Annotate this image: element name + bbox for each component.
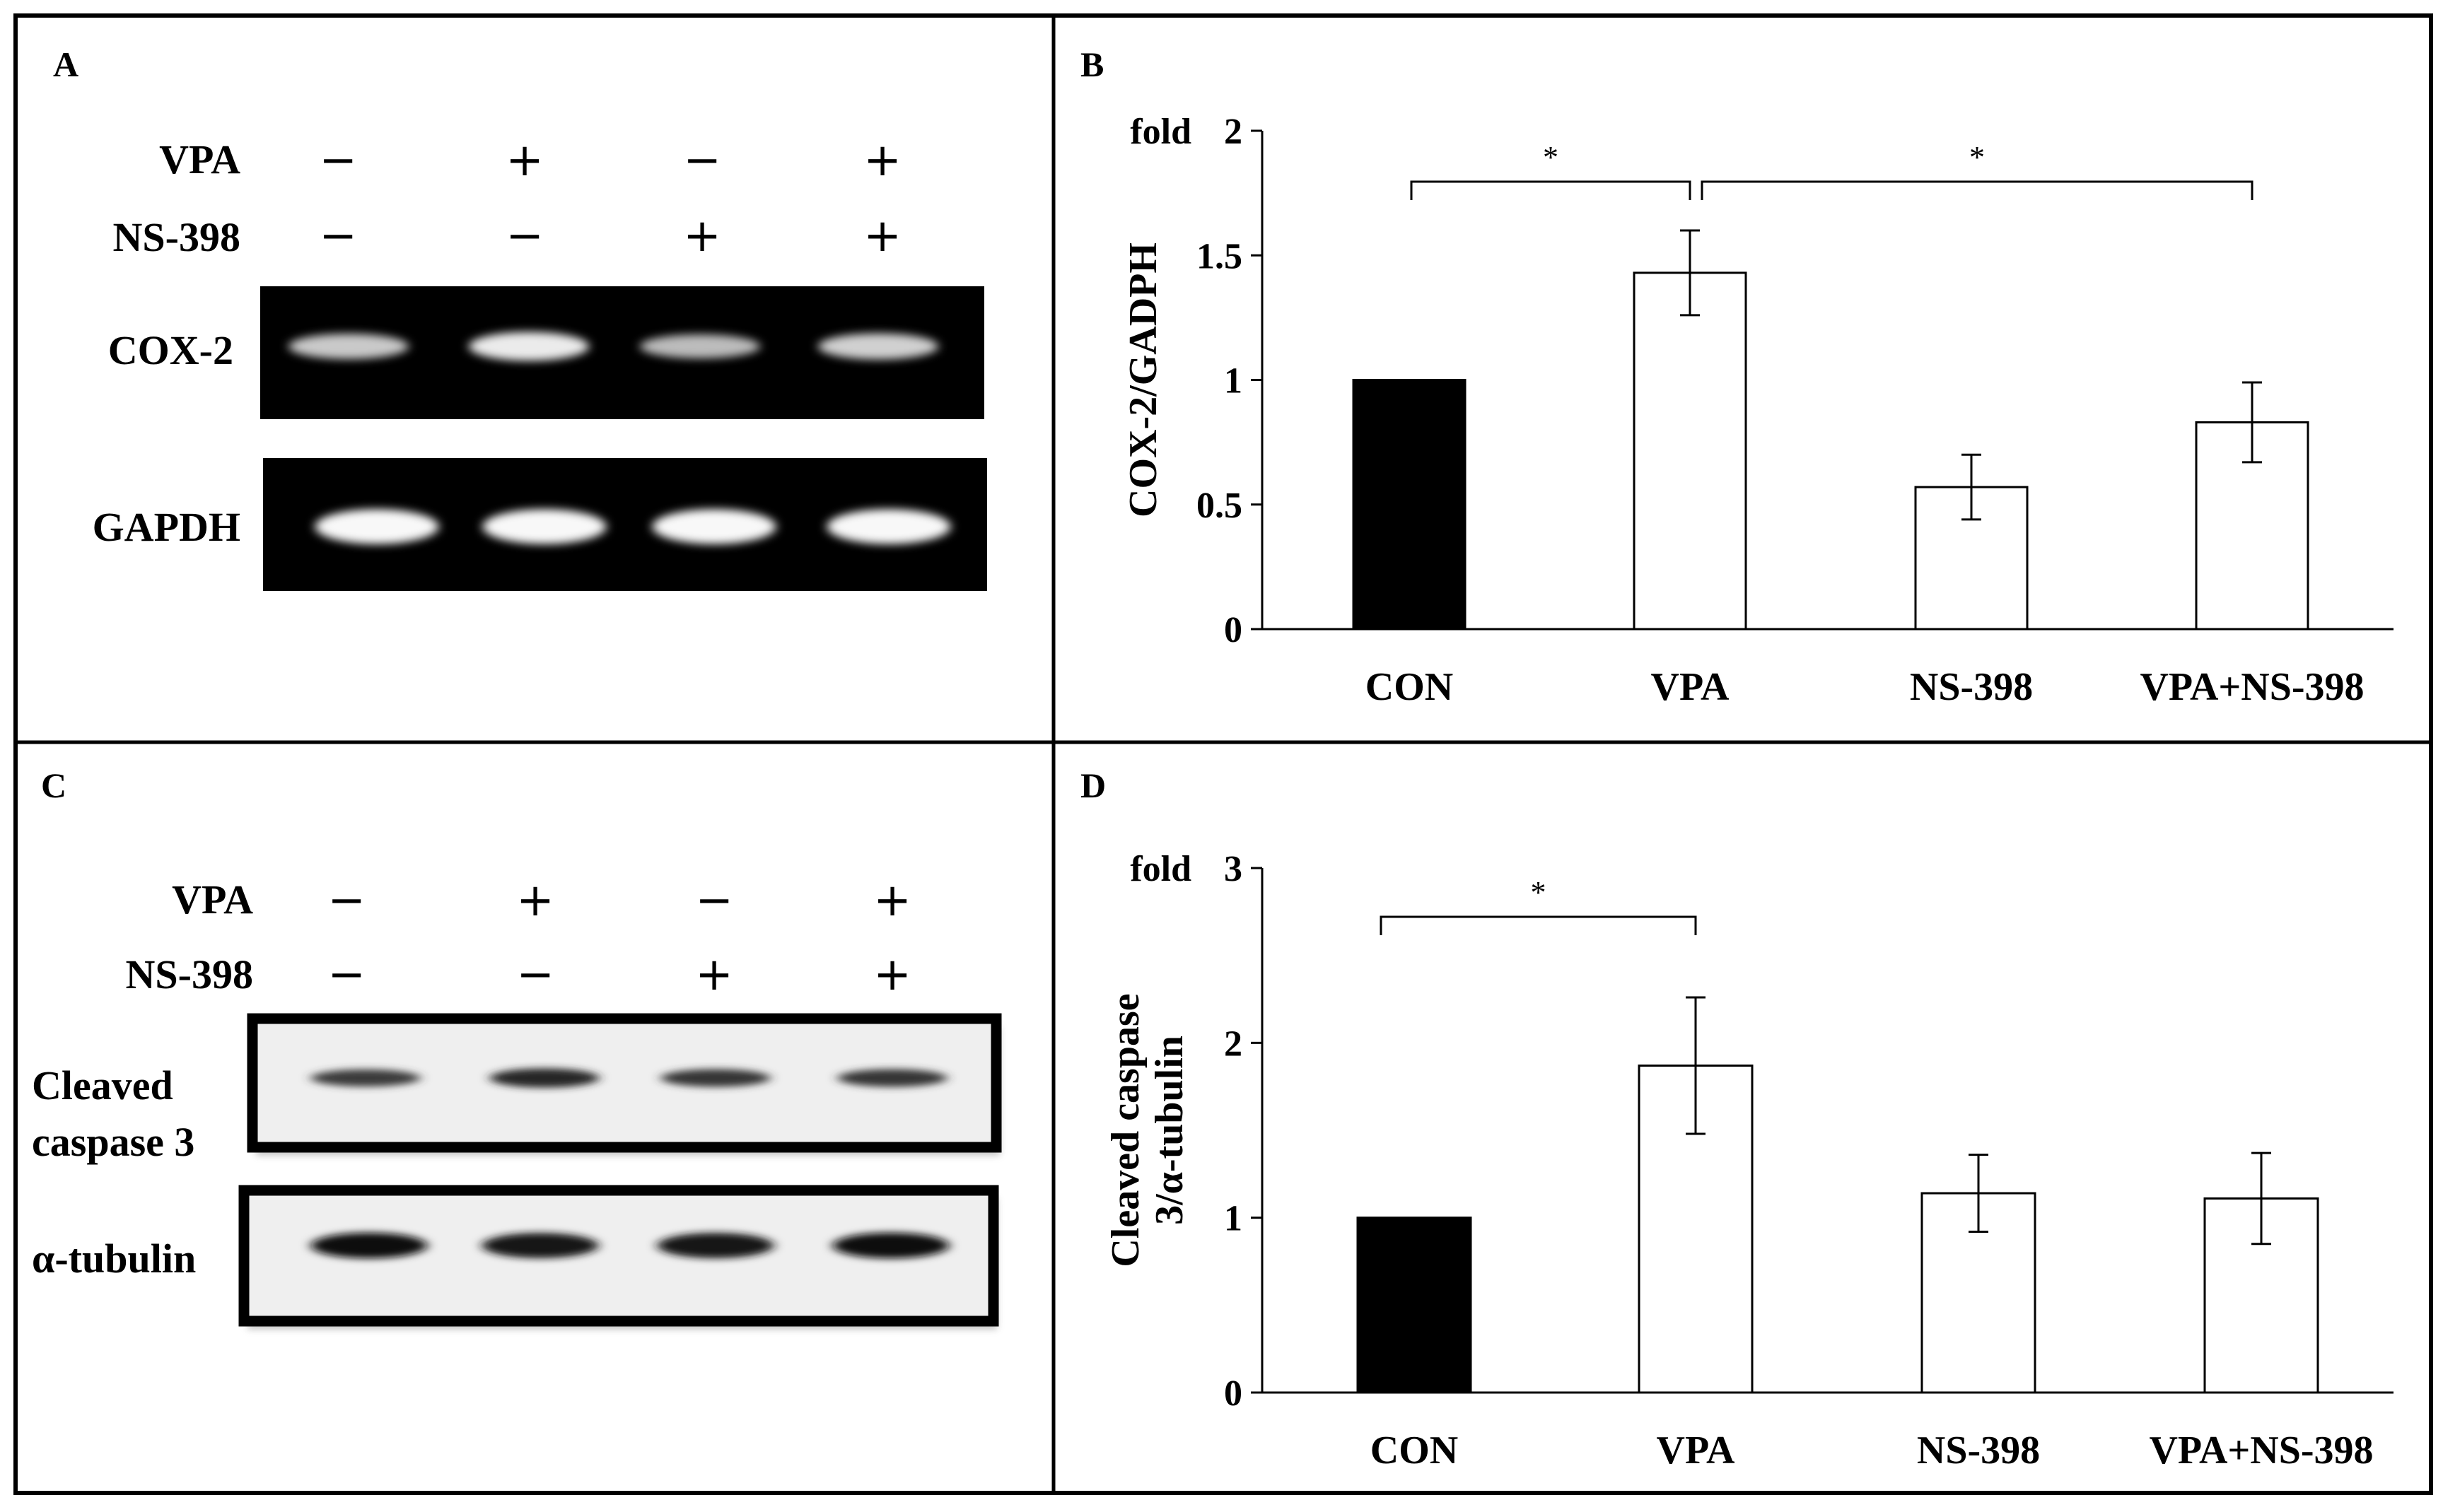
panel-c-vpa-signs: − + − + — [327, 874, 911, 927]
panel-a-vpa-label: VPA — [159, 136, 240, 182]
c-vpa-sign-3: − — [695, 874, 733, 927]
a-ns398-sign-4: + — [863, 210, 902, 262]
a-ns398-sign-3: + — [683, 210, 721, 262]
category-label-1: CON — [1365, 665, 1453, 709]
gapdh-band-3 — [652, 509, 776, 544]
panel-a-ns398-label: NS-398 — [113, 214, 240, 260]
y-axis-title-line-2: 3/α-tubulin — [1148, 1036, 1191, 1225]
c-ns398-sign-2: − — [516, 949, 554, 1001]
c-vpa-sign-1: − — [327, 874, 366, 927]
panel-c-letter: C — [41, 766, 66, 805]
y-tick-label-2: 2 — [1224, 1024, 1242, 1064]
y-tick-label-4: 2 — [1224, 112, 1242, 152]
significance-star-1: * — [1531, 875, 1546, 910]
category-label-1: CON — [1370, 1429, 1458, 1472]
cox2-bands — [288, 332, 938, 361]
y-axis-title-line-1: Cleaved caspase — [1104, 993, 1148, 1267]
category-label-2: VPA — [1651, 665, 1730, 709]
panel-c-ns398-signs: − − + + — [327, 949, 911, 1001]
cox2-band-3 — [640, 334, 760, 358]
a-vpa-sign-1: − — [319, 134, 357, 187]
panel-a: A VPA NS-398 − + − + − − + + COX-2 GAPDH — [53, 45, 987, 591]
tubulin-bands — [310, 1232, 950, 1259]
panel-c-vpa-label: VPA — [172, 877, 253, 922]
c-vpa-sign-4: + — [873, 874, 911, 927]
a-vpa-sign-4: + — [863, 134, 902, 187]
significance-star-2: * — [1969, 140, 1985, 175]
gapdh-band-2 — [482, 509, 607, 544]
category-label-2: VPA — [1657, 1429, 1735, 1472]
bar-con — [1356, 1217, 1472, 1394]
caspase-band-4 — [837, 1069, 948, 1087]
outer-frame — [13, 13, 2433, 1495]
bar-vpa — [1633, 271, 1747, 631]
caspase-band-2 — [489, 1068, 600, 1088]
category-label-4: VPA+NS-398 — [2140, 665, 2364, 709]
tubulin-band-1 — [310, 1232, 428, 1259]
gapdh-band-1 — [315, 509, 439, 544]
panel-b-letter: B — [1080, 45, 1104, 84]
cox2-band-1 — [288, 334, 409, 359]
unit-label: fold — [1130, 112, 1191, 152]
y-tick-label-1: 0.5 — [1196, 486, 1242, 526]
significance-bracket-2 — [1701, 180, 2253, 200]
panel-a-ns398-signs: − − + + — [319, 210, 902, 262]
bar-con — [1352, 379, 1467, 631]
y-tick-label-3: 3 — [1224, 849, 1242, 889]
cox2-band-4 — [818, 333, 938, 360]
caspase-band-1 — [310, 1069, 421, 1087]
panel-c: C VPA NS-398 − + − + − − + + Cleaved caspase 3… — [32, 766, 1002, 1329]
tubulin-band-2 — [482, 1233, 599, 1258]
y-tick-label-3: 1.5 — [1196, 236, 1242, 276]
chart-b: 0 0.5 1 1.5 2 fold COX-2/GADPH CON VPA NS-398 VPA+… — [1121, 112, 2394, 709]
a-ns398-sign-2: − — [506, 210, 544, 262]
y-axis-title: COX-2/GADPH — [1121, 242, 1165, 517]
panel-b: B 0 0.5 1 1.5 2 fold COX-2/GADPH CON VPA NS-398 VP… — [1080, 45, 2394, 709]
caspase-band-3 — [660, 1069, 771, 1087]
gapdh-label: GAPDH — [93, 504, 240, 550]
cox2-label: COX-2 — [108, 327, 233, 373]
panel-d-letter: D — [1080, 766, 1106, 805]
a-vpa-sign-2: + — [506, 134, 544, 187]
cox2-band-2 — [469, 332, 589, 361]
gapdh-band-4 — [827, 509, 951, 544]
a-ns398-sign-1: − — [319, 210, 357, 262]
panel-a-vpa-signs: − + − + — [319, 134, 902, 187]
category-label-3: NS-398 — [1917, 1429, 2040, 1472]
c-ns398-sign-1: − — [327, 949, 366, 1001]
caspase-bands — [310, 1068, 948, 1088]
c-ns398-sign-3: + — [695, 949, 733, 1001]
tubulin-label: α-tubulin — [32, 1236, 196, 1282]
caspase-label-line1: Cleaved — [32, 1062, 173, 1108]
panel-a-letter: A — [53, 45, 78, 84]
chart-d: 0 1 2 3 fold Cleaved caspase 3/α-tubulin CON VPA… — [1104, 849, 2394, 1472]
category-label-4: VPA+NS-398 — [2149, 1429, 2373, 1472]
y-tick-label-1: 1 — [1224, 1199, 1242, 1239]
gapdh-bands — [315, 509, 951, 544]
y-tick-label-2: 1 — [1224, 361, 1242, 402]
c-vpa-sign-2: + — [516, 874, 554, 927]
unit-label: fold — [1130, 849, 1191, 889]
significance-bracket-1 — [1380, 915, 1697, 935]
c-ns398-sign-4: + — [873, 949, 911, 1001]
significance-bracket-1 — [1410, 180, 1691, 200]
significance-star-1: * — [1543, 140, 1558, 175]
a-vpa-sign-3: − — [683, 134, 721, 187]
category-label-3: NS-398 — [1910, 665, 2033, 709]
panel-c-ns398-label: NS-398 — [126, 951, 253, 997]
tubulin-band-3 — [657, 1232, 774, 1259]
panel-d: D 0 1 2 3 fold Cleaved caspase 3/α-tubulin CON V… — [1080, 766, 2394, 1472]
tubulin-band-4 — [832, 1232, 950, 1259]
y-tick-label-0: 0 — [1224, 610, 1242, 650]
caspase-label-line2: caspase 3 — [32, 1119, 194, 1165]
y-tick-label-0: 0 — [1224, 1373, 1242, 1414]
